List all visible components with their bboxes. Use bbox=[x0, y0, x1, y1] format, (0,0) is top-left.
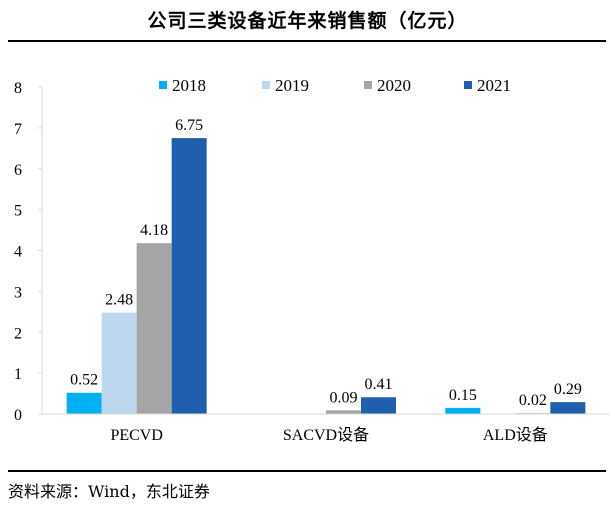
data-label: 6.75 bbox=[175, 117, 203, 134]
bar-2020-1 bbox=[326, 410, 361, 414]
data-label: 0.15 bbox=[449, 387, 477, 404]
legend-swatch-2020 bbox=[364, 81, 372, 89]
bar-2020-0 bbox=[136, 243, 172, 414]
bar-chart: 2018 2019 2020 2021 0 1 2 3 4 5 6 7 8 0.52 2.48 4.18 6… bbox=[14, 76, 610, 444]
data-labels: 0.52 2.48 4.18 6.75 0.09 0.41 0.15 0.02 0.29 bbox=[70, 117, 582, 409]
data-label: 0.09 bbox=[330, 389, 358, 406]
chart-legend: 2018 2019 2020 2021 bbox=[159, 76, 511, 95]
data-label: 4.18 bbox=[140, 222, 168, 239]
y-tick-label: 0 bbox=[14, 407, 22, 424]
y-axis: 0 1 2 3 4 5 6 7 8 bbox=[14, 80, 43, 424]
data-label: 0.02 bbox=[519, 392, 547, 409]
y-tick-label: 3 bbox=[14, 284, 22, 301]
legend-label-2018: 2018 bbox=[172, 76, 206, 95]
legend-swatch-2018 bbox=[159, 81, 167, 89]
bar-2019-0 bbox=[101, 312, 137, 414]
x-tick-label: ALD设备 bbox=[483, 426, 548, 444]
bar-series bbox=[66, 138, 586, 414]
legend-swatch-2021 bbox=[464, 81, 472, 89]
y-tick-label: 1 bbox=[14, 366, 22, 383]
legend-label-2020: 2020 bbox=[377, 76, 411, 95]
bar-2021-1 bbox=[361, 397, 396, 414]
y-tick-label: 4 bbox=[14, 244, 22, 261]
data-label: 0.52 bbox=[70, 372, 98, 389]
legend-label-2021: 2021 bbox=[477, 76, 511, 95]
bar-2018-2 bbox=[445, 407, 481, 414]
bar-2021-0 bbox=[171, 138, 207, 414]
data-label: 2.48 bbox=[105, 292, 133, 309]
bar-2021-2 bbox=[550, 402, 586, 414]
source-note: 资料来源：Wind，东北证券 bbox=[8, 482, 210, 501]
x-axis: PECVD SACVD设备 ALD设备 bbox=[42, 413, 610, 444]
bar-2018-0 bbox=[66, 392, 102, 414]
y-tick-label: 2 bbox=[14, 325, 22, 342]
chart-title: 公司三类设备近年来销售额（亿元） bbox=[147, 10, 468, 32]
legend-label-2019: 2019 bbox=[275, 76, 309, 95]
data-label: 0.41 bbox=[365, 376, 393, 393]
data-label: 0.29 bbox=[554, 381, 582, 398]
y-tick-label: 8 bbox=[14, 80, 22, 97]
x-tick-label: PECVD bbox=[110, 427, 162, 444]
y-tick-label: 7 bbox=[14, 121, 22, 138]
bottom-divider bbox=[8, 470, 606, 472]
x-tick-label: SACVD设备 bbox=[283, 426, 369, 444]
y-tick-label: 6 bbox=[14, 162, 22, 179]
y-tick-label: 5 bbox=[14, 203, 22, 220]
top-divider bbox=[8, 40, 606, 42]
legend-swatch-2019 bbox=[262, 81, 270, 89]
